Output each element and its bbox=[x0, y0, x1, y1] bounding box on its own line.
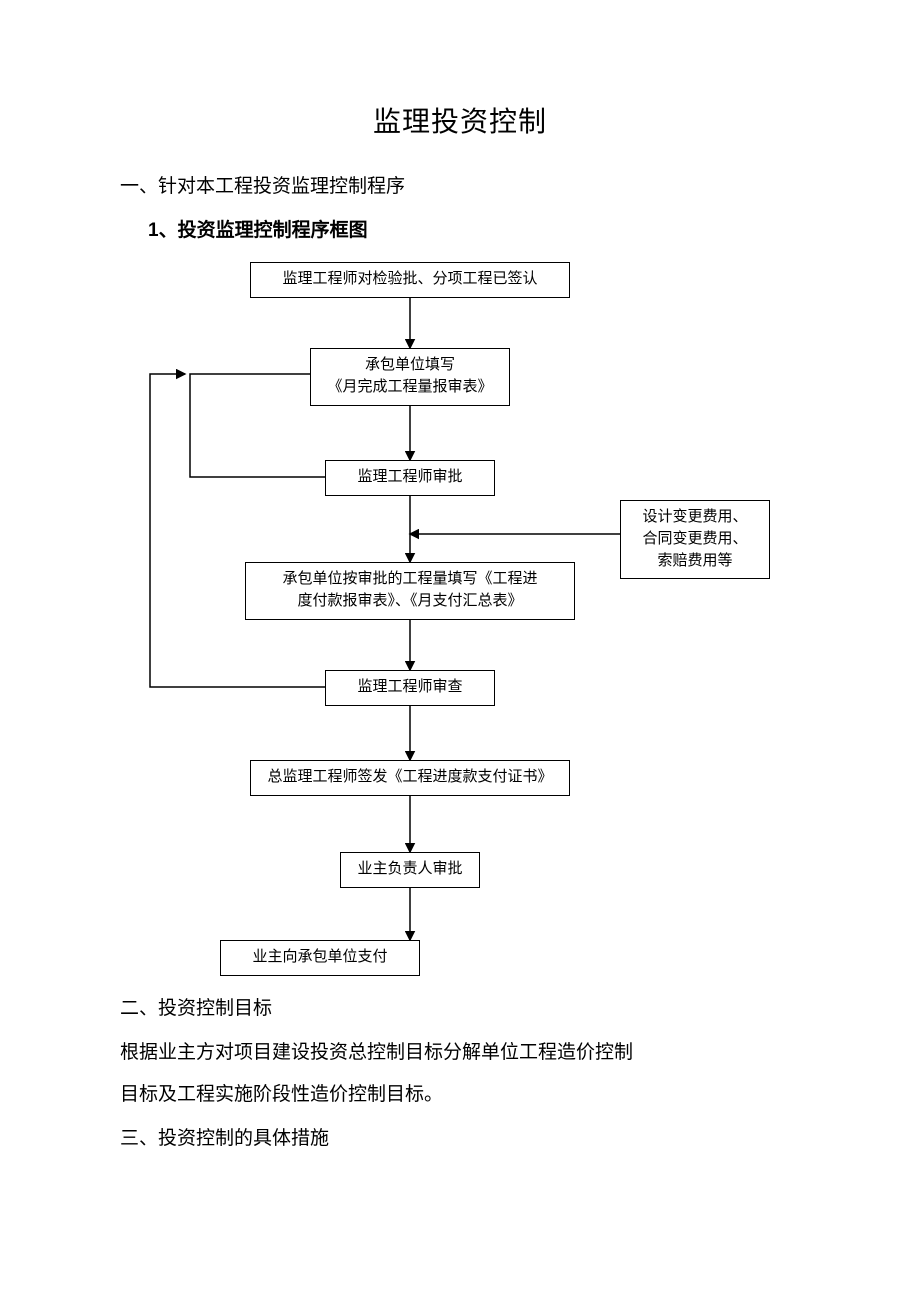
flowchart-node: 业主负责人审批 bbox=[340, 852, 480, 888]
flowchart-node: 设计变更费用、合同变更费用、索赔费用等 bbox=[620, 500, 770, 579]
flowchart-node: 承包单位按审批的工程量填写《工程进度付款报审表》、《月支付汇总表》 bbox=[245, 562, 575, 620]
section-1-heading: 一、针对本工程投资监理控制程序 bbox=[120, 168, 800, 206]
flowchart-node: 监理工程师审查 bbox=[325, 670, 495, 706]
section-3-heading: 三、投资控制的具体措施 bbox=[120, 1120, 800, 1158]
section-1-subheading: 1、投资监理控制程序框图 bbox=[148, 212, 800, 250]
flowchart: 监理工程师对检验批、分项工程已签认承包单位填写《月完成工程量报审表》监理工程师审… bbox=[120, 262, 800, 982]
flowchart-node: 业主向承包单位支付 bbox=[220, 940, 420, 976]
page-title: 监理投资控制 bbox=[120, 100, 800, 140]
section-2-body-line-2: 目标及工程实施阶段性造价控制目标。 bbox=[120, 1074, 800, 1116]
flowchart-node: 监理工程师对检验批、分项工程已签认 bbox=[250, 262, 570, 298]
flowchart-node: 监理工程师审批 bbox=[325, 460, 495, 496]
section-2-heading: 二、投资控制目标 bbox=[120, 990, 800, 1028]
flowchart-node: 承包单位填写《月完成工程量报审表》 bbox=[310, 348, 510, 406]
section-2-body-line-1: 根据业主方对项目建设投资总控制目标分解单位工程造价控制 bbox=[120, 1032, 800, 1074]
flowchart-node: 总监理工程师签发《工程进度款支付证书》 bbox=[250, 760, 570, 796]
